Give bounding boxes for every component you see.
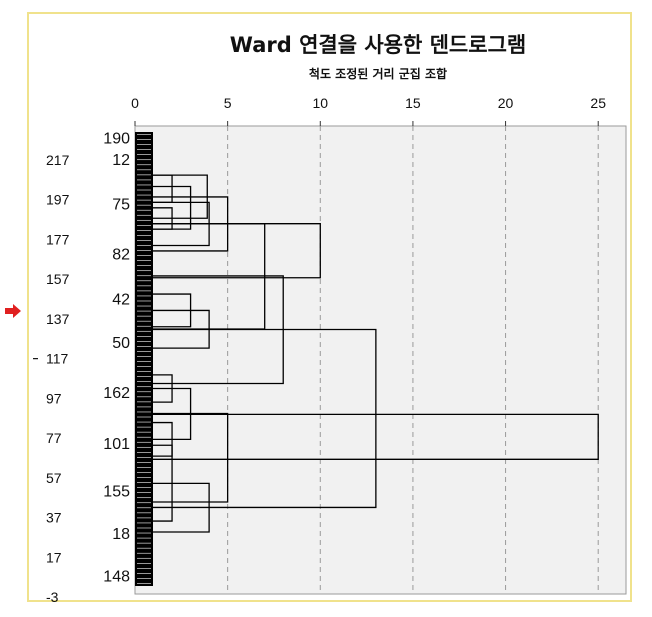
leaf-label: 75 (112, 196, 130, 213)
merge-link (153, 412, 229, 503)
leaf-label: 162 (103, 385, 130, 402)
leaf-label: 18 (112, 526, 130, 543)
merge-link (153, 413, 599, 460)
outer-axis-label: -3 (46, 589, 59, 605)
leaf-label: 12 (112, 152, 130, 169)
x-tick-label: 5 (224, 95, 232, 111)
outer-axis-label: 77 (46, 430, 62, 446)
merge-link (153, 328, 377, 509)
leaf-label: 190 (103, 130, 130, 147)
outer-axis-label: 177 (46, 231, 70, 247)
leaf-label: 101 (103, 436, 130, 453)
outer-axis-label: 117 (46, 351, 69, 367)
merge-link (153, 223, 321, 279)
outer-axis-label: 137 (46, 311, 70, 327)
leaf-label: 148 (103, 569, 130, 586)
outer-axis-label: 97 (46, 390, 62, 406)
outer-axis-label: 217 (46, 152, 70, 168)
outer-axis-label: 37 (46, 510, 62, 526)
chart-title: Ward 연결을 사용한 덴드로그램 (230, 33, 526, 57)
chart-subtitle: 척도 조정된 거리 군집 조합 (309, 66, 447, 81)
merge-link (153, 185, 192, 230)
x-tick-label: 0 (131, 95, 139, 111)
plot-area (134, 125, 627, 595)
red-arrow-icon (5, 304, 21, 318)
outer-axis-label: 197 (46, 192, 70, 208)
leaf-label: 42 (112, 292, 130, 309)
leaf-label: 50 (112, 335, 130, 352)
leaf-label: 82 (112, 247, 130, 264)
x-tick-label: 15 (405, 95, 421, 111)
x-tick-label: 20 (498, 95, 514, 111)
x-tick-label: 10 (312, 95, 328, 111)
outer-axis-label: 57 (46, 470, 62, 486)
leaf-label: 155 (103, 484, 130, 501)
outer-axis-label: 17 (46, 549, 62, 565)
x-tick-label: 25 (590, 95, 606, 111)
outer-axis-label: 157 (46, 271, 70, 287)
